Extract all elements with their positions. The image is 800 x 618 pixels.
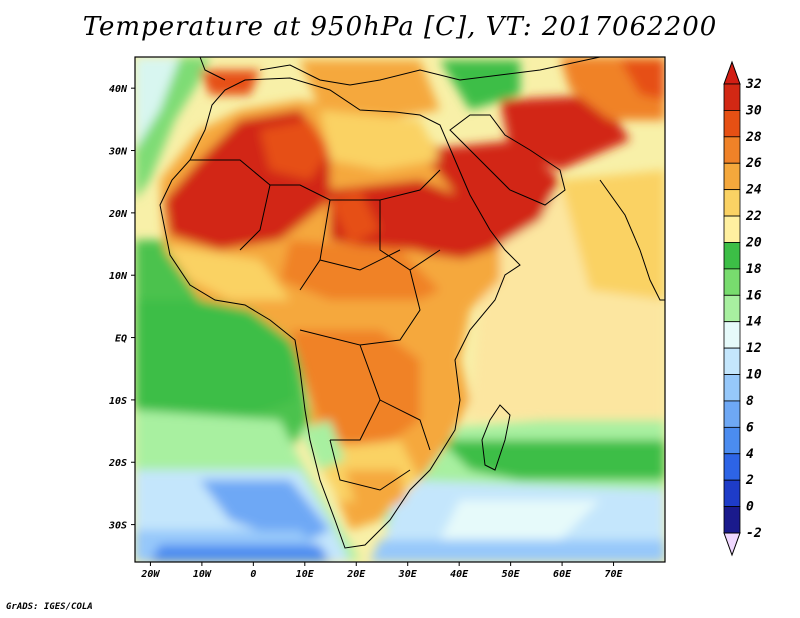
- y-tick-label: 10N: [109, 271, 128, 282]
- colorbar-label: 10: [746, 368, 762, 383]
- colorbar-label: -2: [746, 526, 762, 541]
- x-tick-label: 40E: [450, 569, 469, 580]
- europe-coastline: [199, 57, 601, 86]
- colorbar-label: 18: [746, 262, 762, 277]
- colorbar-swatch: [723, 294, 741, 323]
- colorbar-swatch: [723, 453, 741, 481]
- y-tick-label: 30S: [108, 521, 127, 532]
- arabian-peninsula-coastline: [449, 114, 566, 206]
- x-tick-label: 20E: [346, 569, 366, 580]
- colorbar-swatch: [723, 400, 741, 428]
- x-tick-label: 10E: [296, 569, 315, 580]
- colorbar-label: 2: [745, 473, 754, 488]
- madagascar-coastline: [481, 404, 511, 471]
- colorbar-label: 22: [745, 209, 762, 224]
- colorbar-swatch: [723, 189, 741, 217]
- y-axis: 40N 30N 20N 10N EQ 10S 20S 30S: [108, 84, 135, 532]
- colorbar-label: 32: [745, 77, 762, 92]
- y-tick-label: 10S: [109, 396, 127, 407]
- colorbar-bottom-triangle: [723, 532, 741, 557]
- x-tick-label: 20W: [140, 569, 160, 580]
- x-tick-label: 60E: [553, 569, 572, 580]
- x-tick-label: 0: [250, 569, 256, 580]
- colorbar-label: 14: [746, 315, 762, 330]
- colorbar-swatch: [723, 215, 741, 243]
- colorbar-label: 4: [746, 447, 754, 462]
- colorbar-swatch: [723, 426, 741, 455]
- colorbar-label: 6: [746, 420, 754, 435]
- colorbar-swatch: [723, 83, 741, 111]
- y-tick-label: 30N: [108, 147, 128, 158]
- y-tick-label: EQ: [115, 334, 127, 345]
- colorbar-swatch: [723, 110, 741, 138]
- colorbar-swatch: [723, 506, 741, 534]
- colorbar-label: 16: [746, 288, 762, 303]
- india-coastline: [599, 179, 665, 301]
- colorbar-label: 0: [746, 500, 754, 515]
- colorbar-swatch: [723, 374, 741, 402]
- grads-credit: GrADS: IGES/COLA: [6, 602, 93, 612]
- colorbar-label: 20: [745, 235, 762, 250]
- colorbar-label: 30: [745, 103, 762, 118]
- map-title: Temperature at 950hPa [C], VT: 201706220…: [82, 12, 718, 42]
- colorbar-swatch: [723, 347, 741, 375]
- colorbar-swatch: [723, 321, 741, 349]
- x-tick-label: 50E: [502, 569, 521, 580]
- x-tick-label: 70E: [605, 569, 624, 580]
- colorbar-label: 24: [745, 183, 762, 198]
- colorbar-label: 8: [746, 394, 754, 409]
- y-tick-label: 20S: [108, 458, 127, 469]
- colorbar-label: 28: [745, 130, 762, 145]
- y-tick-label: 20N: [108, 209, 128, 220]
- x-tick-label: 10W: [193, 569, 212, 580]
- colorbar-label: 26: [745, 156, 762, 171]
- colorbar-swatch: [723, 479, 741, 507]
- x-axis: 20W 10W 0 10E 20E 30E 40E 50E 60E 70E: [140, 562, 624, 580]
- africa-coastline: [159, 77, 521, 549]
- colorbar-swatch: [723, 242, 741, 270]
- colorbar-swatch: [723, 162, 741, 191]
- x-tick-label: 30E: [398, 569, 418, 580]
- y-tick-label: 40N: [109, 84, 128, 95]
- plot-frame: [134, 56, 666, 563]
- colorbar-swatch: [723, 136, 741, 164]
- colorbar-top-triangle: [723, 60, 741, 85]
- border-line: [190, 159, 441, 491]
- colorbar-label: 12: [746, 341, 762, 356]
- colorbar-swatch: [723, 268, 741, 296]
- temperature-field: [135, 57, 665, 562]
